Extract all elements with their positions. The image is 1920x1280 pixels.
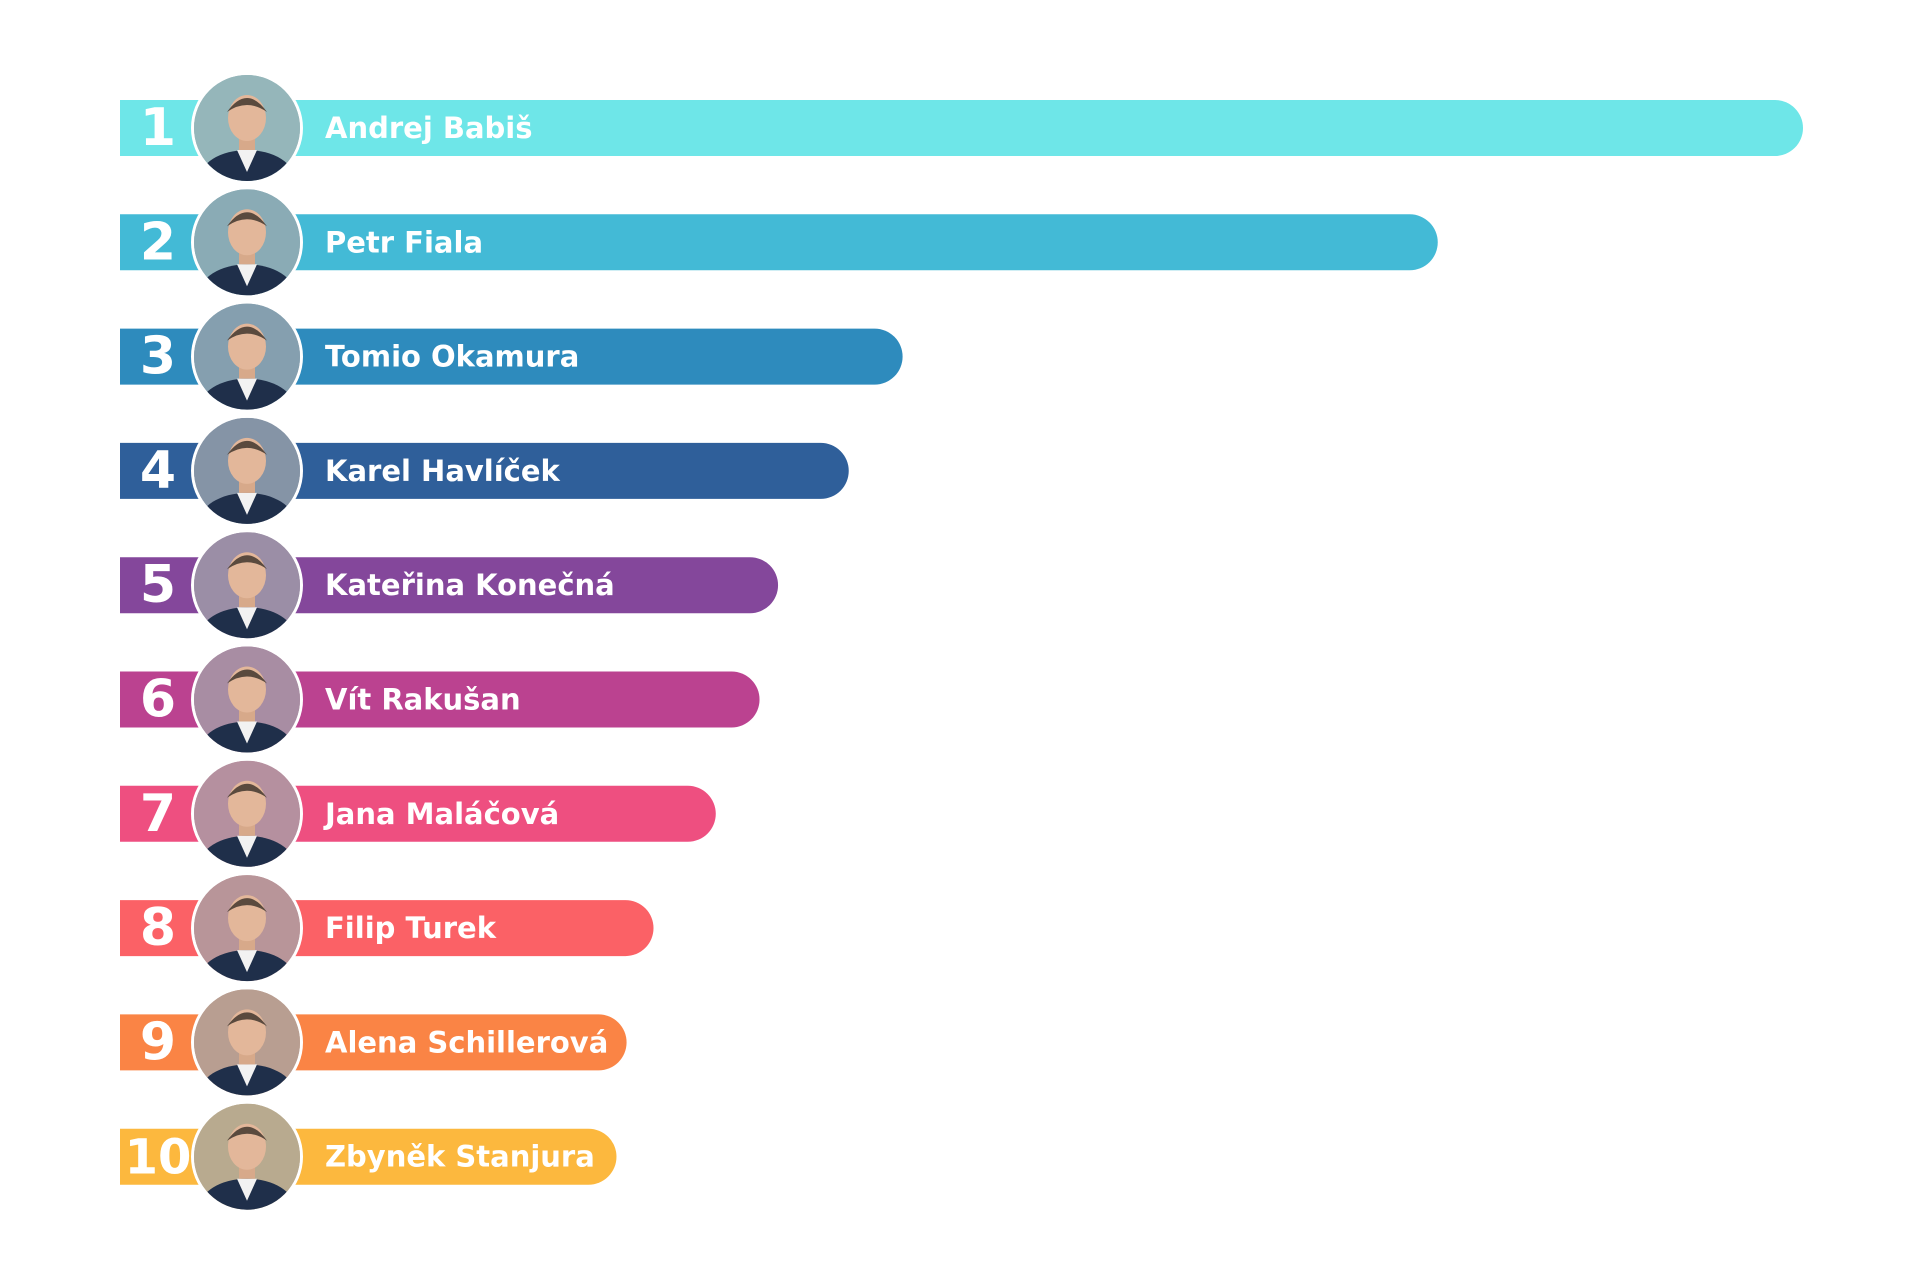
bar: [120, 328, 903, 385]
avatar-person-photo-icon: [191, 529, 303, 642]
avatar-person-photo-icon: [191, 757, 303, 870]
name-label: Kateřina Konečná: [325, 568, 615, 602]
bar-group: 10 Zbyněk Stanjura: [120, 1100, 617, 1213]
avatar-person-photo-icon: [191, 872, 303, 985]
avatar-person-photo-icon: [191, 1100, 303, 1213]
name-label: Karel Havlíček: [325, 454, 561, 488]
avatar-person-photo-icon: [191, 186, 303, 299]
avatar-person-photo-icon: [191, 300, 303, 413]
name-label: Zbyněk Stanjura: [325, 1140, 595, 1174]
rank-label: 10: [125, 1130, 192, 1186]
bar: [120, 442, 849, 499]
rank-label: 8: [140, 898, 176, 958]
name-label: Petr Fiala: [325, 225, 483, 259]
bars-layer: 1 Andrej Babiš 2 Petr Fiala 3 Tomio Okamura 4 K…: [120, 72, 1803, 1213]
bar-group: 5 Kateřina Konečná: [120, 529, 779, 642]
rank-label: 1: [140, 98, 176, 158]
bar: [120, 214, 1438, 271]
name-label: Jana Maláčová: [323, 797, 559, 831]
name-label: Alena Schillerová: [325, 1025, 608, 1059]
name-label: Andrej Babiš: [325, 111, 533, 145]
bar-group: 4 Karel Havlíček: [120, 414, 849, 527]
rank-label: 6: [140, 670, 176, 730]
rank-label: 2: [140, 212, 176, 272]
name-label: Filip Turek: [325, 911, 497, 945]
bar-group: 7 Jana Maláčová: [120, 757, 716, 870]
avatar-person-photo-icon: [191, 643, 303, 756]
bar-group: 2 Petr Fiala: [120, 186, 1438, 299]
bar-group: 3 Tomio Okamura: [120, 300, 903, 413]
rank-label: 9: [140, 1012, 176, 1072]
bar: [120, 100, 1803, 156]
bar-group: 9 Alena Schillerová: [120, 986, 627, 1099]
bar-group: 6 Vít Rakušan: [120, 643, 760, 756]
avatar-person-photo-icon: [191, 986, 303, 1099]
avatar-person-photo-icon: [191, 414, 303, 527]
rank-label: 4: [140, 441, 176, 501]
bar-group: 8 Filip Turek: [120, 872, 654, 985]
avatar-person-photo-icon: [191, 72, 303, 184]
rank-label: 7: [140, 784, 176, 844]
name-label: Tomio Okamura: [325, 340, 579, 374]
bar-group: 1 Andrej Babiš: [120, 72, 1803, 184]
name-label: Vít Rakušan: [325, 683, 521, 717]
rank-label: 3: [140, 327, 176, 387]
rank-label: 5: [140, 555, 176, 615]
